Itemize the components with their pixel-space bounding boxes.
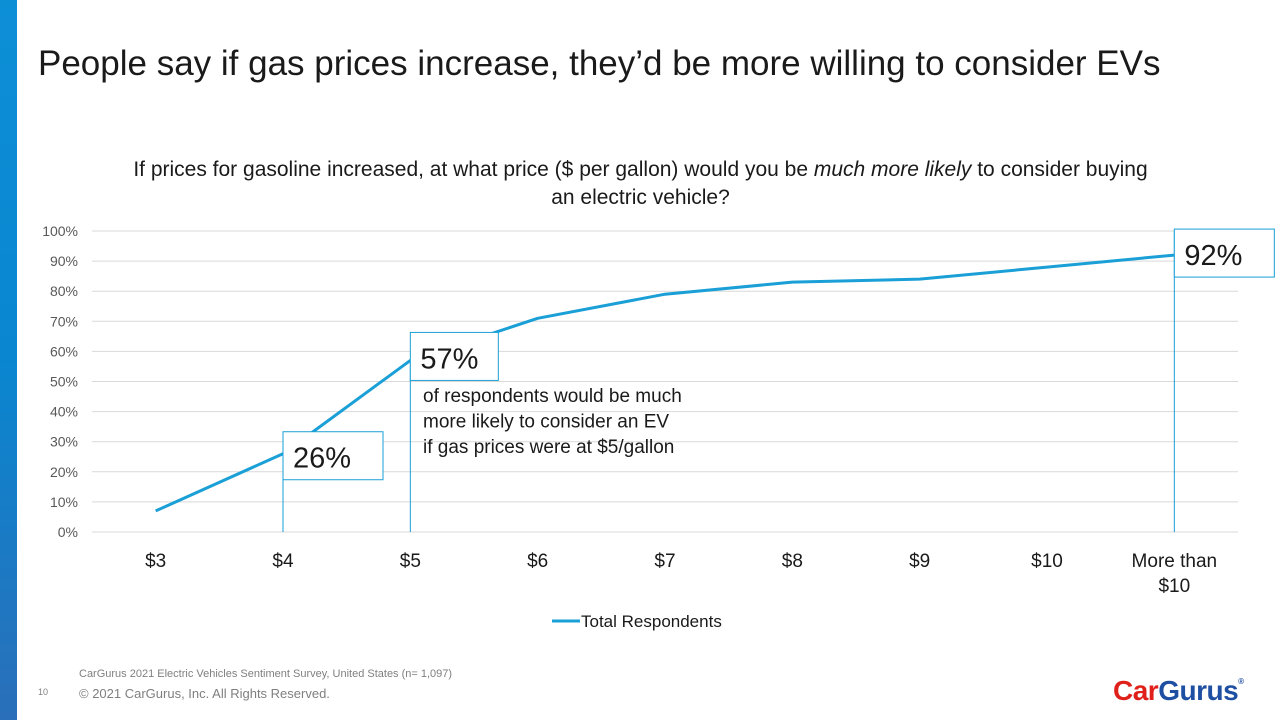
callout-value-label: 26% [293, 443, 351, 475]
callout-box [1173, 228, 1275, 278]
callout-value-label: 92% [1184, 240, 1242, 272]
footer-source: CarGurus 2021 Electric Vehicles Sentimen… [79, 668, 453, 680]
y-tick-label: 10% [50, 494, 78, 510]
y-tick-label: 60% [50, 343, 78, 359]
chart-title-emphasis: much more likely [813, 158, 972, 181]
x-tick-label: $8 [782, 551, 803, 572]
x-tick-label: $4 [272, 551, 294, 572]
x-tick-label: $9 [909, 551, 930, 572]
page-number: 10 [38, 687, 49, 697]
y-tick-label: 90% [50, 253, 78, 269]
x-tick-label: $7 [654, 551, 675, 572]
y-tick-label: 30% [50, 434, 78, 450]
chart-title: If prices for gasoline increased, at wha… [120, 156, 1161, 212]
x-tick-label: $5 [400, 551, 421, 572]
callout-value-label: 57% [420, 343, 478, 375]
x-tick-label: $6 [527, 551, 548, 572]
y-tick-label: 40% [50, 404, 78, 420]
y-tick-label: 0% [58, 524, 78, 540]
cargurus-logo: CarGurus® [1113, 675, 1244, 707]
y-tick-label: 80% [50, 283, 78, 299]
annotation-line: more likely to consider an EV [423, 412, 669, 433]
series-line-total-respondents [155, 253, 1175, 513]
x-tick-label: More than $10 [1132, 551, 1218, 597]
chart-title-text: If prices for gasoline increased, at wha… [133, 158, 814, 181]
slide-title: People say if gas prices increase, they’… [38, 44, 1161, 83]
y-tick-label: 20% [50, 464, 78, 480]
footer-copyright: © 2021 CarGurus, Inc. All Rights Reserve… [79, 686, 330, 701]
callout-box [282, 431, 384, 481]
legend-label: Total Respondents [581, 612, 722, 631]
logo-part-gurus: Gurus [1158, 675, 1239, 706]
y-tick-label: 50% [50, 374, 78, 390]
y-tick-label: 100% [42, 223, 78, 239]
logo-registered-mark: ® [1238, 677, 1244, 686]
chart-title-text-end: to consider buying an electric vehicle? [551, 158, 1148, 209]
side-accent-bar [0, 0, 17, 720]
annotation-line: of respondents would be much [423, 386, 682, 407]
x-tick-label: $3 [145, 551, 166, 572]
y-tick-label: 70% [50, 313, 78, 329]
callout-box [409, 331, 499, 381]
logo-part-car: Car [1113, 675, 1159, 706]
annotation-line: if gas prices were at $5/gallon [423, 437, 674, 458]
x-tick-label: $10 [1031, 551, 1063, 572]
